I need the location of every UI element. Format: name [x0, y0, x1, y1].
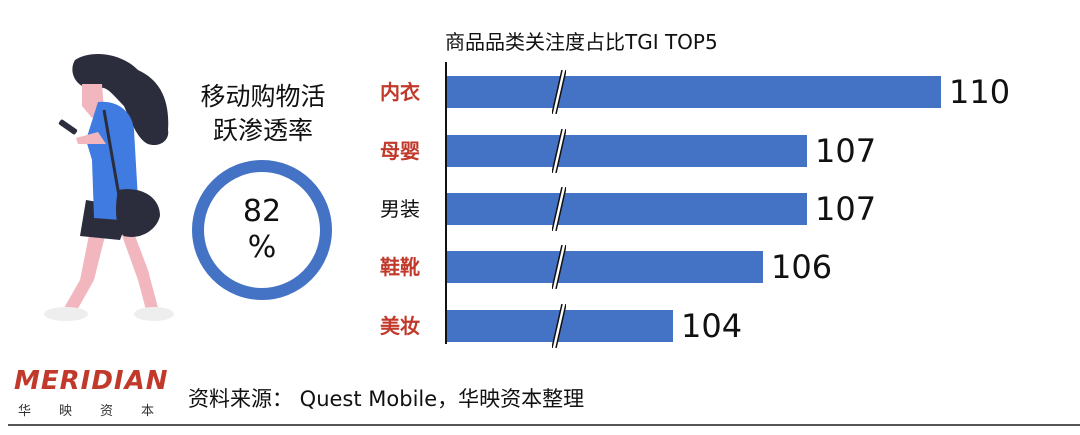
- axis-break-icon: [552, 304, 566, 348]
- y-axis-line: [445, 62, 447, 344]
- penetration-rate-value: 82: [242, 194, 282, 229]
- stat-title-line1: 移动购物活: [200, 82, 326, 111]
- bar-value-label: 107: [815, 190, 877, 228]
- category-label: 内衣: [380, 80, 420, 104]
- logo-sub-char: 映: [58, 404, 72, 419]
- category-label: 鞋靴: [380, 255, 420, 279]
- bar-value-label: 104: [681, 307, 743, 345]
- woman-walking-illustration: [44, 54, 174, 321]
- bar-value-label: 107: [815, 132, 877, 170]
- bar: [447, 193, 807, 225]
- bar: [447, 76, 941, 108]
- logo-sub-char: 华: [18, 404, 32, 419]
- logo-subtitle: 华 映 资 本: [14, 400, 158, 419]
- meridian-logo: MERIDIAN 华 映 资 本: [14, 366, 169, 419]
- axis-break-icon: [552, 70, 566, 114]
- bar: [447, 135, 807, 167]
- bar-value-label: 110: [949, 73, 1011, 111]
- stat-title-line2: 跃渗透率: [212, 116, 313, 145]
- category-label: 男装: [380, 197, 420, 221]
- footer-divider: [8, 424, 1080, 426]
- penetration-rate-ring: 82 %: [192, 160, 332, 300]
- bar-value-label: 106: [771, 248, 833, 286]
- penetration-rate-unit: %: [247, 230, 277, 265]
- bar: [447, 251, 763, 283]
- logo-sub-char: 资: [99, 404, 113, 419]
- chart-title: 商品品类关注度占比TGI TOP5: [445, 30, 718, 54]
- penetration-rate-title: 移动购物活 跃渗透率: [188, 80, 338, 148]
- source-note: 资料来源： Quest Mobile，华映资本整理: [188, 387, 585, 411]
- axis-break-icon: [552, 129, 566, 173]
- category-label: 美妆: [380, 314, 420, 338]
- logo-wordmark: MERIDIAN: [14, 366, 169, 396]
- logo-sub-char: 本: [140, 404, 154, 419]
- axis-break-icon: [552, 245, 566, 289]
- axis-break-icon: [552, 187, 566, 231]
- category-label: 母婴: [380, 139, 420, 163]
